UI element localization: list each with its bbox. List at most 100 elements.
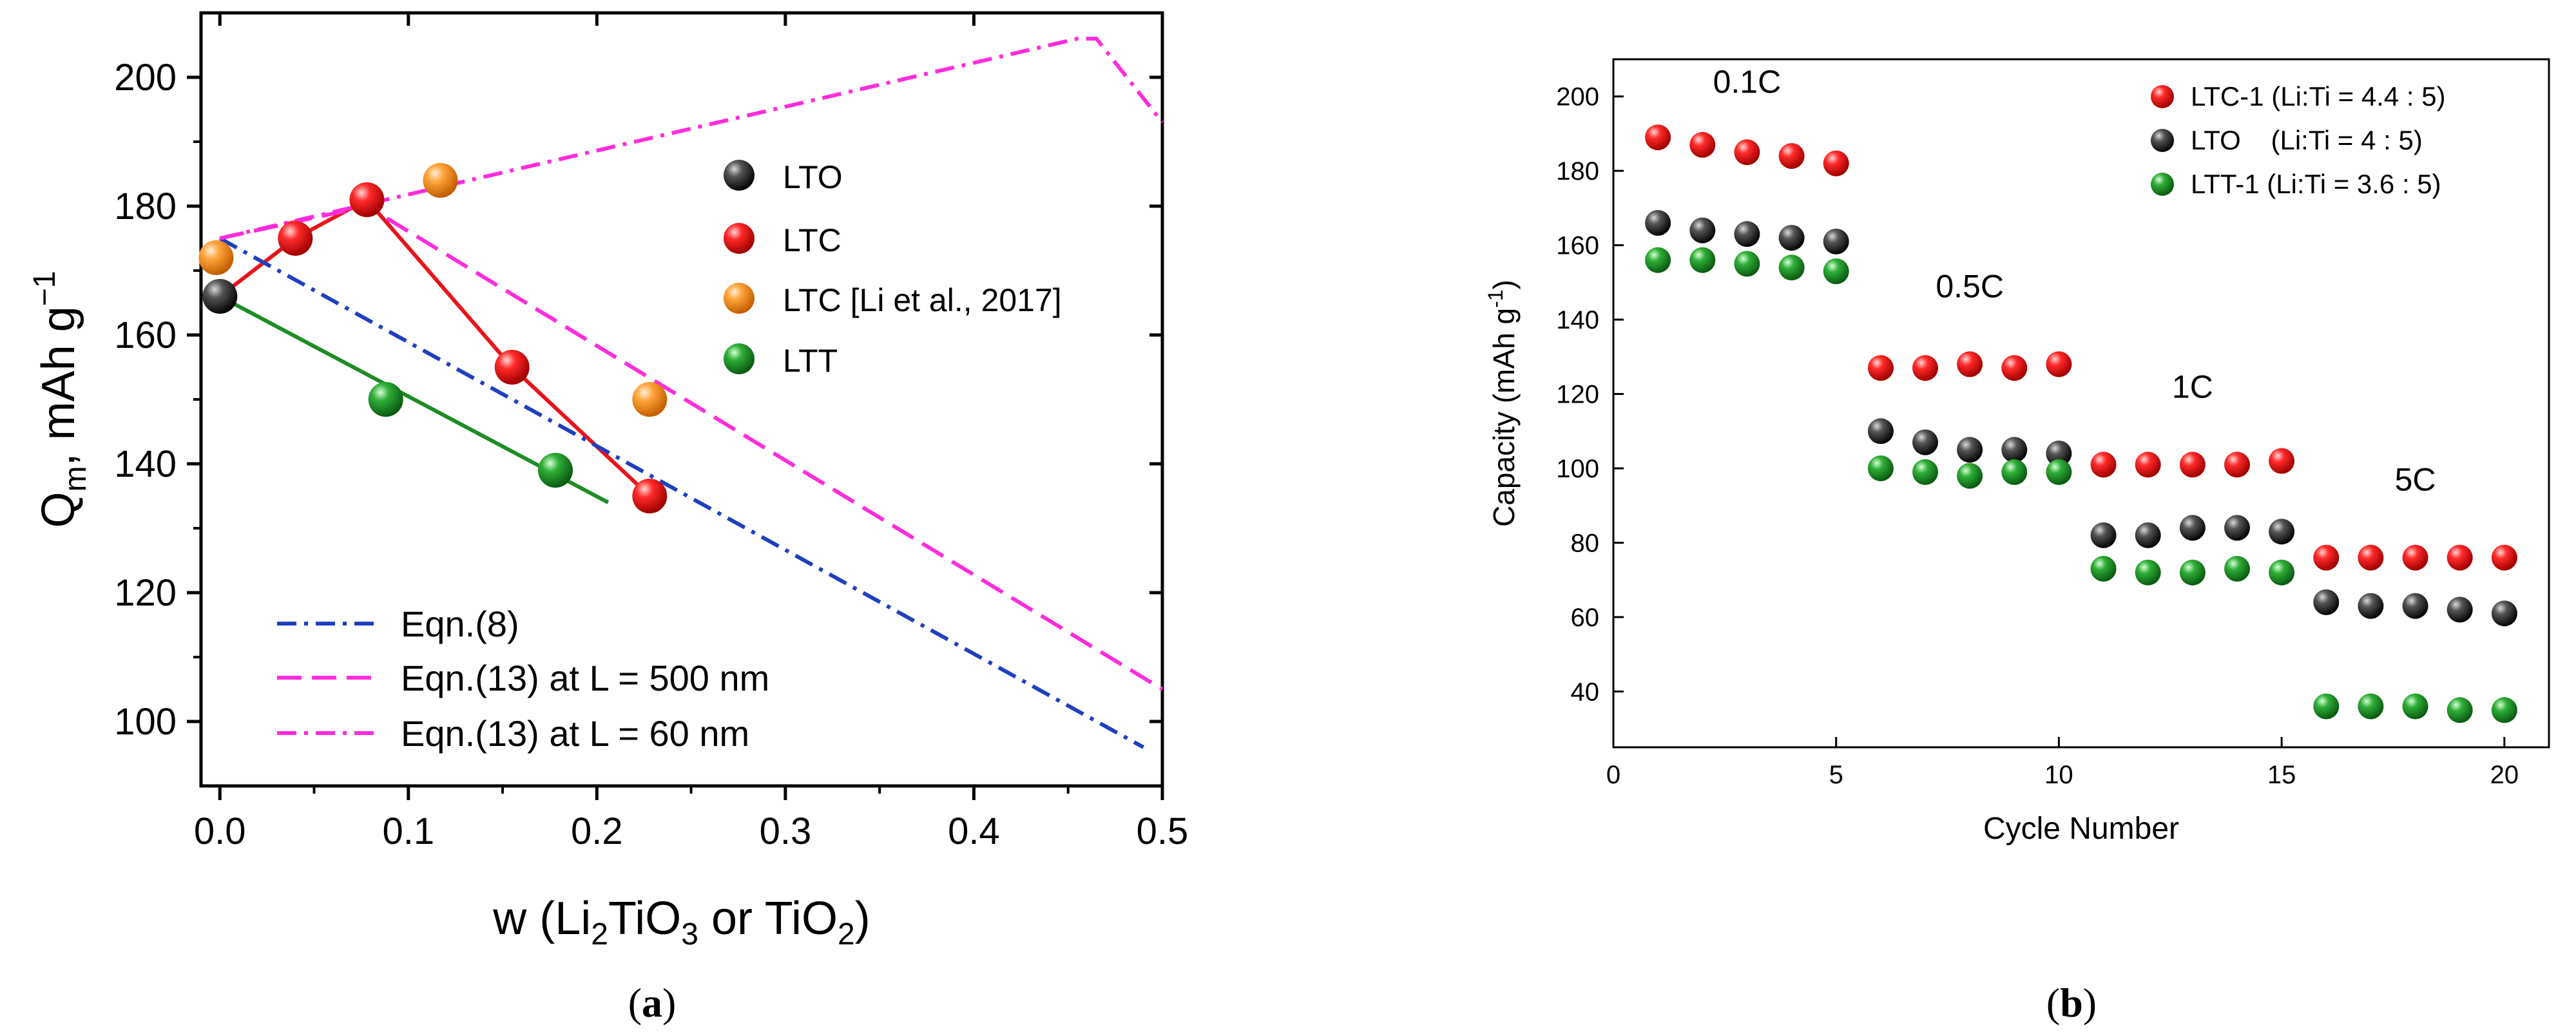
point-ltc-2 [494,350,530,385]
x-label-a-sub3: 2 [838,917,855,951]
y-tick-label-a: 140 [114,443,177,485]
point-layer-a [198,163,668,513]
point-ltc-1-cycle-8 [1957,351,1983,377]
point-ltc-1-cycle-14 [2224,452,2250,478]
y-axis-label-a-prefix: Q [33,492,84,528]
point-ltc-1-cycle-4 [1778,143,1805,169]
legend-marker-ltc [724,223,755,254]
legend-marker-ltt [724,343,755,374]
point-ltc-1-cycle-7 [1912,355,1938,381]
point-lto-cycle-5 [1823,228,1849,254]
point-ltt-1-cycle-13 [2179,559,2206,586]
y-tick-label-b: 180 [1556,157,1599,186]
legend-label-ltt1: LTT-1 (Li:Ti = 3.6 : 5) [2191,169,2441,199]
x-label-a-part2: TiO [608,893,681,944]
point-lto-cycle-19 [2446,597,2473,623]
tick-layer-b: 0 5 10 15 20 40 60 80 100 120 140 160 180 200 [1556,83,2519,789]
legend-label-ltc: LTC [783,222,841,258]
point-ltc-li-et-al-2017-0 [198,240,234,275]
point-ltt-1 [538,453,573,488]
y-axis-label-b-suffix: ) [1487,280,1521,289]
x-tick-label-b: 5 [1829,761,1843,789]
rate-label-0-1c: 0.1C [1713,64,1782,100]
y-tick-label-b: 40 [1571,678,1600,706]
point-ltt-1-cycle-15 [2269,559,2295,586]
legend-marker-ltt1 [2151,173,2174,196]
point-lto-cycle-1 [1645,210,1671,236]
panel-letter-a: a [642,980,662,1026]
y-tick-label-a: 120 [114,572,177,614]
point-lto-cycle-14 [2224,515,2250,541]
rate-label-5c: 5C [2395,462,2436,498]
point-ltt-0 [368,382,403,417]
y-axis-label-a-sub: m [59,466,93,492]
y-tick-label-b: 100 [1556,455,1599,483]
point-lto-cycle-6 [1867,418,1894,444]
point-ltc-1-cycle-17 [2358,544,2384,571]
point-ltc-1-cycle-15 [2269,448,2295,474]
legend-marker-ltc1 [2151,85,2174,108]
point-ltc-1-cycle-5 [1823,150,1849,177]
point-ltc-li-et-al-2017-1 [423,163,458,198]
panel-label-b: (b) [2046,980,2097,1026]
point-lto-cycle-10 [2046,440,2072,466]
line-legend-a: Eqn.(8) Eqn.(13) at L = 500 nm Eqn.(13) … [277,604,769,754]
y-tick-label-a: 100 [114,701,177,743]
x-tick-label-a: 0.2 [571,810,623,852]
point-lto-cycle-2 [1689,217,1716,244]
point-ltc-1-cycle-16 [2313,544,2340,571]
legend-label-ltc-li: LTC [Li et al., 2017] [783,282,1062,318]
x-label-a-part3: or TiO [698,893,838,944]
point-lto-cycle-20 [2491,600,2517,627]
point-lto-cycle-13 [2179,515,2206,541]
point-ltt-1-cycle-14 [2224,555,2250,582]
point-ltc-1-cycle-3 [1734,139,1760,166]
line-layer-a [218,37,1164,749]
x-label-a-part4: ) [855,893,870,944]
legend-label-eqn13-500: Eqn.(13) at L = 500 nm [401,658,769,698]
x-tick-label-b: 20 [2490,761,2519,789]
y-axis-label-b: Capacity (mAh g-1) [1484,280,1521,527]
y-tick-label-b: 80 [1571,529,1600,557]
y-axis-label-b-sup: -1 [1484,289,1507,307]
annotation-layer-b: 0.1C 0.5C 1C 5C [1713,64,2436,498]
point-ltc-0 [278,221,313,256]
point-lto-cycle-9 [2001,437,2028,463]
y-tick-label-a: 200 [114,57,177,99]
x-tick-label-a: 0.3 [760,810,812,852]
point-lto-cycle-7 [1912,429,1938,455]
x-tick-label-b: 15 [2267,761,2296,789]
legend-label-ltc1: LTC-1 (Li:Ti = 4.4 : 5) [2191,81,2446,111]
line-eqn-13-at-l-500-nm [219,204,1164,691]
rate-label-1c: 1C [2172,368,2213,405]
point-ltc-1-cycle-1 [1645,124,1671,151]
legend-label-lto-b: LTO (Li:Ti = 4 : 5) [2191,125,2423,155]
point-lto-cycle-3 [1734,221,1760,247]
point-ltt-1-cycle-17 [2358,693,2384,720]
legend-label-ltt: LTT [783,343,838,379]
legend-b: LTC-1 (Li:Ti = 4.4 : 5) LTO (Li:Ti = 4 :… [2151,81,2446,199]
y-tick-label-b: 160 [1556,232,1599,260]
point-ltc-1-cycle-12 [2135,452,2161,478]
y-axis-label-b-prefix: Capacity (mAh g [1487,308,1521,527]
x-label-a-sub1: 2 [591,917,608,951]
point-lto-cycle-11 [2090,522,2117,548]
point-lto-cycle-16 [2313,589,2340,615]
point-ltt-1-cycle-1 [1645,247,1671,273]
x-tick-label-a: 0.0 [194,810,246,852]
point-lto-cycle-18 [2402,593,2428,619]
point-ltt-1-cycle-10 [2046,459,2072,485]
x-label-a-sub2: 3 [681,917,698,951]
y-axis-label-a-sup: −1 [28,271,62,307]
point-ltc-1-cycle-10 [2046,351,2072,377]
point-ltt-1-cycle-19 [2446,697,2473,723]
point-ltt-1-cycle-9 [2001,459,2028,485]
point-ltc-1-cycle-11 [2090,452,2117,478]
chart-panel-a: 0.0 0.1 0.2 0.3 0.4 0.5 100 120 140 160 180 200 Qm,… [28,11,1188,1026]
point-ltt-1-cycle-16 [2313,693,2340,720]
point-ltc-1-cycle-6 [1867,355,1894,381]
legend-marker-lto-b [2151,129,2174,152]
y-tick-label-b: 120 [1556,381,1599,409]
line-eqn-8 [218,236,1145,749]
